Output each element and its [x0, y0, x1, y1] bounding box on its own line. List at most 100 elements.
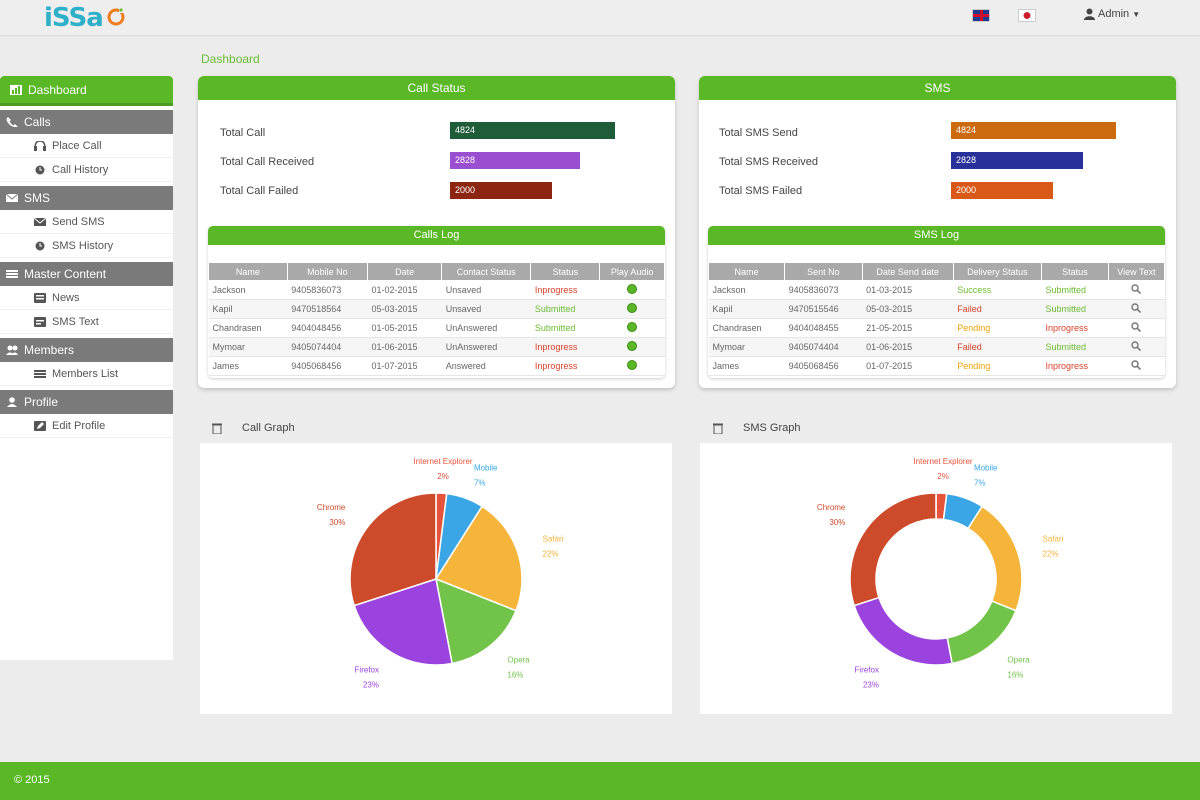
- table-row[interactable]: James 9405068456 01-07-2015 Answered Inprogr…: [208, 356, 665, 376]
- table-row[interactable]: Mymoar 9405074404 01-06-2015 Failed Submitte…: [708, 337, 1165, 357]
- japan-flag-icon[interactable]: [1018, 9, 1036, 22]
- delivery-status-cell: Pending: [953, 356, 1042, 376]
- sidebar-section-master-content[interactable]: Master Content: [0, 262, 173, 286]
- sidebar-item-send-sms[interactable]: Send SMS: [0, 210, 173, 234]
- pie-slice[interactable]: [435, 577, 517, 665]
- slice-label: Mobile: [974, 464, 998, 473]
- magnifier-icon[interactable]: [1131, 303, 1142, 313]
- stat-label: Total SMS Received: [719, 156, 819, 168]
- column-header[interactable]: View Text: [1107, 262, 1165, 281]
- slice-label: Chrome: [317, 503, 346, 512]
- pie-slice[interactable]: [946, 600, 1017, 665]
- view-cell: [1108, 337, 1165, 357]
- table-cell: 01-05-2015: [367, 318, 442, 338]
- column-header[interactable]: Status: [1041, 262, 1109, 281]
- table-row[interactable]: Mymoar 9405074404 01-06-2015 UnAnswered Inpr…: [208, 337, 665, 357]
- table-cell: James: [708, 356, 785, 376]
- chevron-down-icon: ▼: [1132, 9, 1141, 19]
- uk-flag-icon[interactable]: [972, 9, 990, 22]
- pie-slice[interactable]: [434, 505, 523, 612]
- sidebar-item-sms-history[interactable]: SMS History: [0, 234, 173, 258]
- brand-logo[interactable]: iSSa: [44, 0, 127, 36]
- play-audio-icon[interactable]: [627, 322, 638, 332]
- user-menu[interactable]: Admin ▼: [1084, 8, 1140, 20]
- sidebar-item-label: SMS History: [52, 239, 114, 252]
- top-bar: iSSa Admin ▼: [0, 0, 1200, 36]
- table-cell: Answered: [441, 356, 531, 376]
- delivery-status-cell: Failed: [953, 337, 1042, 357]
- table-row[interactable]: James 9405068456 01-07-2015 Pending Inprogre…: [708, 356, 1165, 376]
- table-row[interactable]: Kapil 9470518564 05-03-2015 Unsaved Submitte…: [208, 299, 665, 319]
- play-audio-icon[interactable]: [627, 284, 638, 294]
- table-cell: 9470515546: [784, 299, 863, 319]
- column-header[interactable]: Sent No: [784, 262, 863, 281]
- call-graph: Internet Explorer 2% Mobile 7% Safari 22% Oper…: [200, 443, 672, 714]
- play-audio-icon[interactable]: [627, 360, 638, 370]
- table-row[interactable]: Kapil 9470515546 05-03-2015 Failed Submitted: [708, 299, 1165, 319]
- table-row[interactable]: Jackson 9405836073 01-03-2015 Success Submit…: [708, 280, 1165, 300]
- slice-percent: 30%: [329, 518, 345, 527]
- sidebar-item-place-call[interactable]: Place Call: [0, 134, 173, 158]
- stat-label: Total Call Failed: [220, 185, 299, 197]
- sidebar-item-members-list[interactable]: Members List: [0, 362, 173, 386]
- play-audio-icon[interactable]: [627, 303, 638, 313]
- magnifier-icon[interactable]: [1131, 284, 1142, 294]
- pie-slice[interactable]: [349, 492, 437, 607]
- list-icon: [34, 369, 46, 378]
- slice-percent: 23%: [363, 680, 379, 689]
- sidebar-item-sms-text[interactable]: SMS Text: [0, 310, 173, 334]
- table-cell: 9470518564: [287, 299, 368, 319]
- sidebar-item-label: Send SMS: [52, 215, 105, 228]
- stat-label: Total Call: [220, 127, 266, 139]
- column-header[interactable]: Status: [530, 262, 601, 281]
- magnifier-icon[interactable]: [1131, 322, 1142, 332]
- trash-icon[interactable]: [212, 423, 222, 434]
- slice-percent: 7%: [974, 479, 986, 488]
- sidebar-item-dashboard[interactable]: Dashboard: [0, 76, 173, 106]
- table-cell: 9405074404: [287, 337, 368, 357]
- text-icon: [34, 316, 46, 327]
- column-header[interactable]: Date: [366, 262, 443, 281]
- column-header[interactable]: Contact Status: [441, 262, 532, 281]
- delivery-status-cell: Success: [953, 280, 1042, 300]
- trash-icon[interactable]: [713, 423, 723, 434]
- pie-slice[interactable]: [853, 596, 953, 666]
- pie-slice[interactable]: [967, 505, 1023, 612]
- column-header[interactable]: Name: [208, 262, 288, 281]
- phone-icon: [6, 117, 18, 127]
- table-cell: Chandrasen: [708, 318, 785, 338]
- column-header[interactable]: Name: [708, 262, 786, 281]
- slice-label: Internet Explorer: [413, 457, 472, 466]
- table-row[interactable]: Chandrasen 9404048455 21-05-2015 Pending Inp…: [708, 318, 1165, 338]
- column-header[interactable]: Date Send date: [861, 262, 954, 281]
- table-row[interactable]: Chandrasen 9404048456 01-05-2015 UnAnswered…: [208, 318, 665, 338]
- slice-label: Opera: [1007, 655, 1030, 664]
- sidebar-item-call-history[interactable]: Call History: [0, 158, 173, 182]
- history-icon: [35, 241, 45, 250]
- table-cell: Jackson: [208, 280, 288, 300]
- column-header[interactable]: Delivery Status: [952, 262, 1043, 281]
- sidebar-section-sms[interactable]: SMS: [0, 186, 173, 210]
- pie-slice[interactable]: [353, 578, 453, 666]
- sidebar-section-calls[interactable]: Calls: [0, 110, 173, 134]
- magnifier-icon[interactable]: [1131, 341, 1142, 351]
- view-cell: [1108, 299, 1165, 319]
- slice-percent: 16%: [1007, 670, 1023, 679]
- slice-percent: 23%: [863, 680, 879, 689]
- column-header[interactable]: Play Audio: [599, 262, 665, 281]
- table-row[interactable]: Jackson 9405836073 01-02-2015 Unsaved Inprog…: [208, 280, 665, 300]
- magnifier-icon[interactable]: [1131, 360, 1142, 370]
- sidebar-section-members[interactable]: Members: [0, 338, 173, 362]
- play-audio-icon[interactable]: [627, 341, 638, 351]
- sidebar-item-edit-profile[interactable]: Edit Profile: [0, 414, 173, 438]
- slice-label: Safari: [1043, 534, 1064, 543]
- pie-slice[interactable]: [849, 492, 937, 607]
- table-cell: UnAnswered: [441, 337, 531, 357]
- sidebar: Dashboard Calls Place Call Call History …: [0, 76, 173, 660]
- graph-title: SMS Graph: [743, 422, 801, 434]
- sidebar-section-profile[interactable]: Profile: [0, 390, 173, 414]
- sidebar-item-news[interactable]: News: [0, 286, 173, 310]
- column-header[interactable]: Mobile No: [286, 262, 368, 281]
- slice-percent: 22%: [1043, 549, 1059, 558]
- breadcrumb[interactable]: Dashboard: [201, 52, 260, 66]
